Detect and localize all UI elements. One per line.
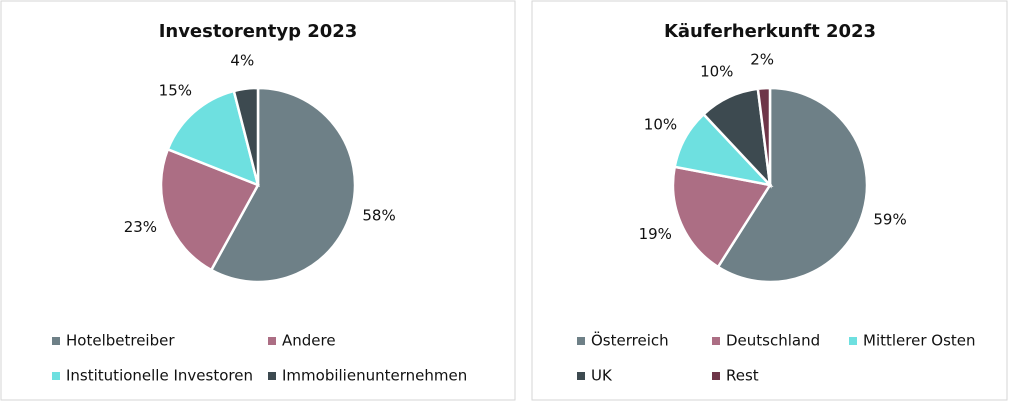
- data-label: 59%: [873, 210, 906, 228]
- legend-label: Hotelbetreiber: [66, 332, 175, 350]
- legend-swatch: [52, 337, 60, 345]
- legend-label: Immobilienunternehmen: [282, 367, 467, 385]
- chart-title: Investorentyp 2023: [159, 21, 358, 42]
- legend-label: Österreich: [591, 331, 669, 350]
- data-label: 19%: [639, 225, 672, 243]
- panel: [0, 0, 516, 401]
- legend-swatch: [577, 372, 585, 380]
- legend-swatch: [52, 372, 60, 380]
- legend-swatch: [268, 372, 276, 380]
- pie-slice: [159, 147, 260, 272]
- legend-label: UK: [591, 367, 613, 385]
- pie-slice: [232, 86, 260, 186]
- pie-slice: [671, 165, 773, 269]
- pie-slice: [756, 86, 772, 186]
- data-label: 15%: [159, 82, 192, 100]
- legend-swatch: [577, 337, 585, 345]
- pie-slice: [209, 86, 357, 284]
- legend-label: Rest: [726, 367, 759, 385]
- pie-slice: [166, 89, 260, 188]
- data-label: 10%: [644, 115, 677, 133]
- data-label: 10%: [700, 62, 733, 80]
- data-label: 2%: [750, 51, 774, 69]
- legend-label: Institutionelle Investoren: [66, 367, 253, 385]
- legend-label: Mittlerer Osten: [863, 332, 976, 350]
- legend-swatch: [268, 337, 276, 345]
- data-label: 4%: [230, 51, 254, 69]
- data-label: 58%: [362, 207, 395, 225]
- legend-swatch: [712, 372, 720, 380]
- legend-label: Deutschland: [726, 332, 820, 350]
- data-label: 23%: [124, 218, 157, 236]
- legend-label: Andere: [282, 332, 336, 350]
- chart-title: Käuferherkunft 2023: [664, 21, 876, 42]
- legend-swatch: [849, 337, 857, 345]
- pie-slice: [716, 86, 869, 284]
- legend-swatch: [712, 337, 720, 345]
- panel: [531, 0, 1008, 401]
